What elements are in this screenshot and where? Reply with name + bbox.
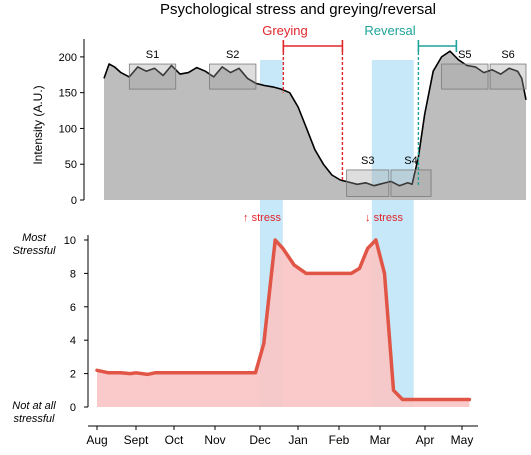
month-label-feb: Feb bbox=[329, 433, 350, 447]
greying-reversal-annotations: Greying Reversal bbox=[262, 23, 458, 186]
intensity-panel: S1 S2 S3 S4 S5 S6 0 50 100 150 200 Intensity (A.U… bbox=[31, 23, 527, 207]
stress-up-label: ↑ stress bbox=[243, 212, 281, 224]
stress-tick-label-8: 8 bbox=[70, 268, 76, 280]
month-label-sept: Sept bbox=[124, 433, 149, 447]
greying-label: Greying bbox=[262, 23, 308, 38]
most-stressful-line2: Stressful bbox=[13, 245, 56, 257]
sample-box-s1 bbox=[128, 63, 177, 90]
intensity-tick-label-200: 200 bbox=[59, 52, 77, 64]
intensity-tick-label-150: 150 bbox=[59, 88, 77, 100]
stress-area bbox=[95, 238, 472, 407]
stress-line bbox=[95, 238, 472, 402]
stress-tick-label-4: 4 bbox=[70, 335, 76, 347]
stress-down-label: ↓ stress bbox=[365, 212, 403, 224]
sample-box-s5 bbox=[441, 63, 489, 90]
stress-y-axis: 0 2 4 6 8 10 bbox=[64, 234, 89, 414]
stress-fill bbox=[97, 240, 470, 407]
month-label-nov: Nov bbox=[204, 433, 225, 447]
month-label-dec: Dec bbox=[249, 433, 270, 447]
least-stressful-line1: Not at all bbox=[12, 400, 56, 412]
chart-title: Psychological stress and greying/reversa… bbox=[160, 1, 436, 18]
month-label-aug: Aug bbox=[86, 433, 107, 447]
sample-box-s3 bbox=[346, 169, 390, 197]
stress-tick-label-6: 6 bbox=[70, 302, 76, 314]
sample-label-s6: S6 bbox=[501, 49, 514, 61]
month-label-may: May bbox=[451, 433, 474, 447]
stress-tick-label-2: 2 bbox=[70, 369, 76, 381]
least-stressful-line2: stressful bbox=[14, 413, 56, 425]
sample-box-s4 bbox=[390, 169, 432, 197]
intensity-y-label: Intensity (A.U.) bbox=[31, 85, 45, 164]
month-label-apr: Apr bbox=[416, 433, 435, 447]
intensity-tick-label-50: 50 bbox=[65, 159, 77, 171]
sample-box-s6 bbox=[489, 63, 527, 90]
month-label-jan: Jan bbox=[288, 433, 307, 447]
sample-label-s4: S4 bbox=[404, 155, 417, 167]
intensity-y-axis: 0 50 100 150 200 bbox=[59, 39, 85, 207]
intensity-tick-label-0: 0 bbox=[71, 195, 77, 207]
reversal-label: Reversal bbox=[364, 23, 415, 38]
stress-tick-label-10: 10 bbox=[64, 235, 76, 247]
stress-tick-label-0: 0 bbox=[70, 402, 76, 414]
intensity-line bbox=[103, 50, 527, 187]
most-stressful-line1: Most bbox=[22, 232, 47, 244]
sample-label-s3: S3 bbox=[361, 155, 374, 167]
sample-box-s2 bbox=[209, 63, 257, 90]
month-label-mar: Mar bbox=[370, 433, 391, 447]
month-x-axis: Aug Sept Oct Nov Dec Jan Feb Mar Apr May bbox=[86, 425, 478, 447]
intensity-tick-label-100: 100 bbox=[59, 123, 77, 135]
sample-label-s1: S1 bbox=[146, 49, 159, 61]
sample-label-s5: S5 bbox=[458, 49, 471, 61]
month-label-oct: Oct bbox=[165, 433, 184, 447]
sample-box-overlays: S1 S2 S3 S4 S5 S6 bbox=[128, 49, 527, 197]
sample-label-s2: S2 bbox=[226, 49, 239, 61]
